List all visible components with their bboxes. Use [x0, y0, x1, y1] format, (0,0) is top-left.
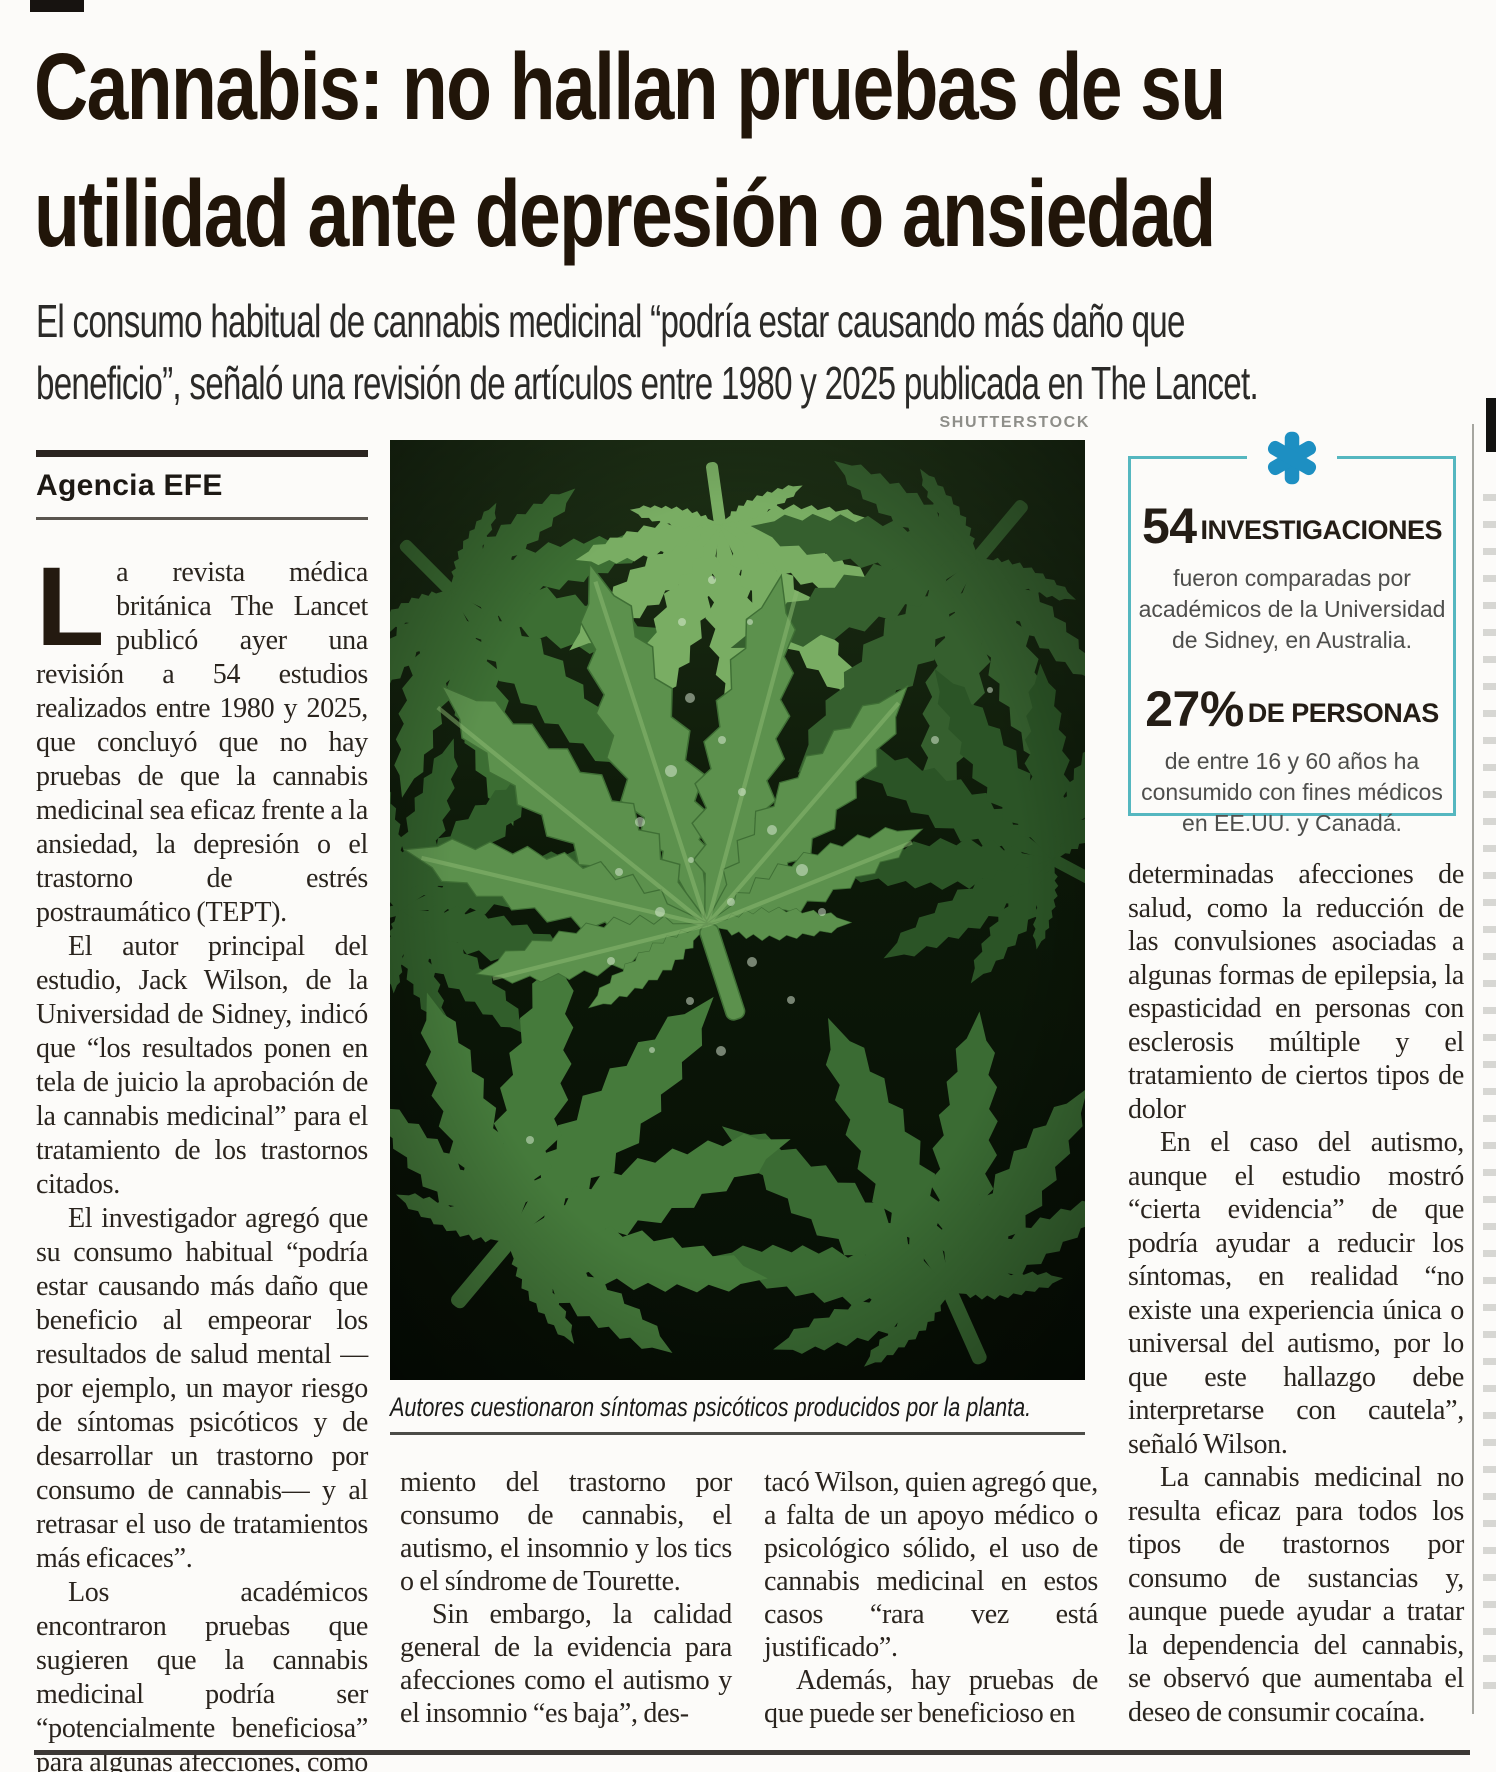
stat-heading: 54 INVESTIGACIONES: [1131, 497, 1453, 555]
article-paragraph: El autor principal del estudio, Jack Wil…: [36, 931, 368, 1200]
byline-rule-bottom: [36, 517, 368, 520]
article-paragraph: En el caso del autismo, aunque el estudi…: [1128, 1127, 1464, 1460]
infobox-stat: 54 INVESTIGACIONES fueron comparadas por…: [1131, 497, 1453, 656]
stat-text: de entre 16 y 60 años ha consumido con f…: [1141, 748, 1443, 836]
article-paragraph: El investigador agregó que su consumo ha…: [36, 1203, 368, 1574]
stat-text: fueron comparadas por académicos de la U…: [1138, 565, 1446, 653]
photo-credit: SHUTTERSTOCK: [939, 414, 1090, 431]
article-paragraph: miento del trastorno por consumo de cann…: [400, 1467, 732, 1597]
stat-number: 54: [1141, 498, 1197, 554]
paragraph-text: a revista médica británica The Lancet pu…: [36, 557, 368, 928]
caption-rule: [390, 1432, 1085, 1435]
photo-block: SHUTTERSTOCK: [390, 414, 1092, 1435]
article-paragraph: Los académicos encontraron pruebas que s…: [36, 1577, 368, 1772]
page-crop-mark: [30, 0, 84, 12]
cannabis-photo: [390, 440, 1085, 1380]
headline: Cannabis: no hallan pruebas de su utilid…: [34, 24, 1496, 278]
byline-rule-top: [36, 450, 368, 457]
article-paragraph: Sin embargo, la calidad general de la ev…: [400, 1599, 732, 1729]
subheadline-line1: El consumo habitual de cannabis medicina…: [36, 295, 1185, 347]
stat-number: 27%: [1145, 681, 1244, 737]
article-paragraph: La cannabis medicinal no resulta eficaz …: [1128, 1462, 1464, 1728]
infobox-stat: 27% DE PERSONAS de entre 16 y 60 años ha…: [1131, 680, 1453, 839]
cropped-adjacent-headline: [1486, 398, 1496, 452]
headline-line2: utilidad ante depresión o ansiedad: [34, 161, 1216, 267]
byline: Agencia EFE: [36, 469, 223, 502]
subheadline: El consumo habitual de cannabis medicina…: [36, 290, 1496, 414]
asterisk-icon: [1247, 429, 1337, 487]
stat-label: INVESTIGACIONES: [1200, 515, 1443, 545]
photo-caption: Autores cuestionaron síntomas psicóticos…: [390, 1392, 1032, 1422]
column-bottom-right: tacó Wilson, quien agregó que, a falta d…: [764, 1466, 1098, 1730]
column-divider: [1472, 424, 1474, 1714]
column-right: determinadas afecciones de salud, como l…: [1128, 858, 1464, 1729]
stat-heading: 27% DE PERSONAS: [1131, 680, 1453, 738]
page-bottom-rule: [34, 1750, 1470, 1755]
stat-label: DE PERSONAS: [1247, 698, 1440, 728]
subheadline-line2: beneficio”, señaló una revisión de artíc…: [36, 357, 1259, 409]
infobox: 54 INVESTIGACIONES fueron comparadas por…: [1128, 429, 1456, 836]
dropcap: L: [36, 544, 105, 669]
headline-line1: Cannabis: no hallan pruebas de su: [34, 34, 1226, 140]
article-paragraph: Además, hay pruebas de que puede ser ben…: [764, 1665, 1098, 1729]
cropped-adjacent-column: [1483, 474, 1496, 1704]
article-paragraph: tacó Wilson, quien agregó que, a falta d…: [764, 1467, 1098, 1663]
column-bottom-left: miento del trastorno por consumo de cann…: [400, 1466, 732, 1730]
article-paragraph: determinadas afecciones de salud, como l…: [1128, 859, 1464, 1125]
